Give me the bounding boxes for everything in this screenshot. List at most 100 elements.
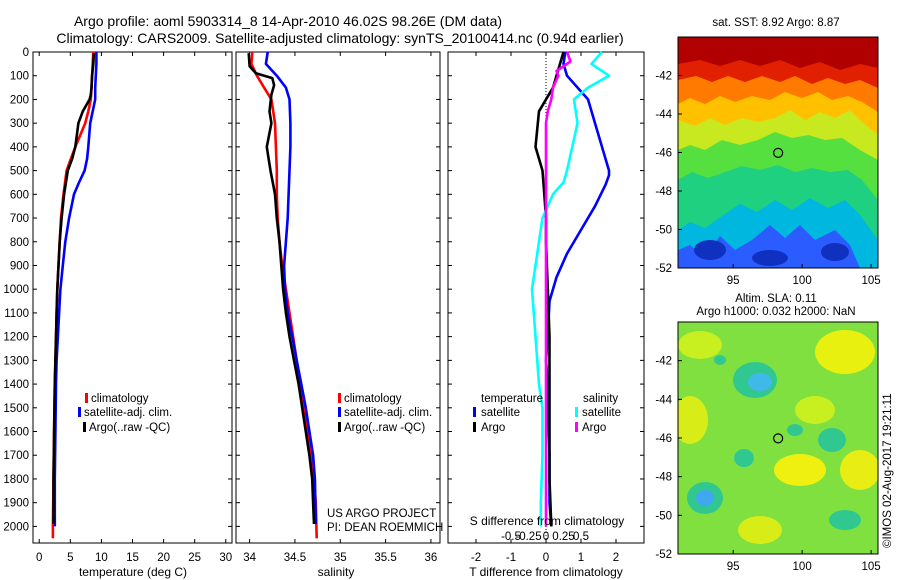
y-tick-label: -44 (655, 109, 672, 121)
series-line-blue (544, 51, 611, 527)
x2-tick-label: 0.25 (552, 531, 574, 543)
t-difference-xlabel: T difference from climatology (469, 565, 623, 579)
x-tick-label: 0 (36, 552, 42, 564)
legend-swatch-climatology (338, 393, 341, 403)
x-tick-label: 36 (425, 552, 438, 564)
y-tick-label: -52 (655, 263, 672, 275)
legend-t-argo: Argo (481, 422, 505, 434)
temperature-plot: 0100200300400500600700800900100011001200… (3, 47, 232, 564)
credits-line2: PI: DEAN ROEMMICH (327, 522, 443, 534)
temperature-xlabel: temperature (deg C) (79, 565, 187, 579)
x-tick-label: 35.5 (374, 552, 396, 564)
y-tick-label: 0 (23, 47, 29, 59)
legend-s-argo: Argo (582, 422, 606, 434)
series-line-cyan (530, 51, 611, 527)
sla-map-title: Altim. SLA: 0.11 (735, 293, 817, 305)
series-line-black (52, 53, 96, 524)
x-tick-label: 2 (613, 552, 619, 564)
sst-map-axes: 95 100 105 -52 -50 -48 -46 -44 -42 (655, 71, 880, 288)
legend-climatology: climatology (344, 393, 402, 405)
imos-timestamp: ©IMOS 02-Aug-2017 19:21:11 (882, 393, 894, 548)
x-tick-label: 34 (243, 552, 256, 564)
legend-satellite-adj: satellite-adj. clim. (344, 407, 432, 419)
sst-map (678, 37, 878, 268)
figure-title-line2: Climatology: CARS2009. Satellite-adjuste… (56, 30, 623, 46)
y-tick-label: 1600 (3, 427, 29, 439)
temperature-legend: climatology satellite-adj. clim. Argo(..… (78, 393, 172, 434)
x-tick-label: 10 (95, 552, 108, 564)
x-tick-label: 100 (793, 561, 812, 573)
legend-argo: Argo(..raw -QC) (344, 422, 425, 434)
legend-swatch-s-argo (575, 422, 578, 432)
legend-swatch-t-argo (473, 422, 476, 432)
figure-title-line1: Argo profile: aoml 5903314_8 14-Apr-2010… (74, 13, 502, 29)
legend-title-temperature: temperature (481, 393, 543, 405)
y-tick-label: -46 (655, 433, 672, 445)
x-tick-label: -1 (506, 552, 516, 564)
sla-map (678, 322, 878, 554)
x2-tick-label: -0.25 (515, 531, 541, 543)
sla-map-subtitle: Argo h1000: 0.032 h2000: NaN (696, 306, 855, 318)
x-tick-label: 100 (793, 275, 812, 287)
legend-swatch-s-satellite (575, 407, 578, 417)
y-tick-label: 1000 (3, 284, 29, 296)
y-tick-label: 500 (10, 166, 29, 178)
argo-position-marker (773, 147, 784, 158)
x-tick-label: 5 (67, 552, 73, 564)
y-tick-label: 1500 (3, 403, 29, 415)
y-tick-label: 400 (10, 142, 29, 154)
x-tick-label: 35 (334, 552, 347, 564)
temperature-panel-frame (32, 51, 233, 544)
sst-map-title: sat. SST: 8.92 Argo: 8.87 (712, 17, 839, 29)
x-tick-label: 105 (862, 561, 881, 573)
legend-satellite-adj: satellite-adj. clim. (84, 407, 172, 419)
difference-legend: temperature salinity satellite Argo sate… (473, 393, 621, 434)
credits-line1: US ARGO PROJECT (327, 508, 436, 520)
x-tick-label: 95 (727, 561, 740, 573)
difference-plot: -2 -1 0 1 2 -0.5-0.25 0 0.250.5 (448, 51, 644, 564)
legend-t-satellite: satellite (481, 407, 520, 419)
y-tick-label: 700 (10, 213, 29, 225)
legend-s-satellite: satellite (582, 407, 621, 419)
x-tick-label: 0 (543, 552, 549, 564)
y-tick-label: 100 (10, 71, 29, 83)
legend-swatch-climatology (85, 393, 88, 403)
x-tick-label: 15 (126, 552, 139, 564)
x-tick-label: 95 (727, 275, 740, 287)
y-tick-label: -46 (655, 148, 672, 160)
y-tick-label: 300 (10, 118, 29, 130)
s-difference-xlabel: S difference from climatology (470, 514, 625, 528)
legend-swatch-argo (83, 422, 86, 432)
x-tick-label: 1 (578, 552, 584, 564)
y-tick-label: 1900 (3, 498, 29, 510)
y-tick-label: 1400 (3, 379, 29, 391)
y-tick-label: -42 (655, 356, 672, 368)
y-tick-label: 1800 (3, 474, 29, 486)
y-tick-label: 900 (10, 260, 29, 272)
x-tick-label: 105 (862, 275, 881, 287)
x-tick-label: 25 (188, 552, 201, 564)
y-tick-label: 200 (10, 94, 29, 106)
y-tick-label: 1100 (4, 308, 29, 320)
y-tick-label: 600 (10, 189, 29, 201)
y-tick-label: 1200 (3, 332, 29, 344)
x-tick-label: 20 (157, 552, 170, 564)
series-line-blue (264, 51, 318, 525)
legend-swatch-argo (338, 422, 341, 432)
series-line-magenta (544, 51, 572, 527)
y-tick-label: -52 (655, 549, 672, 561)
sla-map-axes: 95 100 105 -52 -50 -48 -46 -44 -42 (655, 356, 880, 573)
argo-position-marker (773, 433, 784, 444)
y-tick-label: -48 (655, 186, 672, 198)
legend-argo: Argo(..raw -QC) (89, 422, 170, 434)
salinity-plot: 34 34.5 35 35.5 36 (236, 51, 440, 564)
series-line-blue (53, 52, 98, 527)
series-line-black (534, 51, 565, 527)
legend-climatology: climatology (91, 393, 149, 405)
legend-swatch-satellite (78, 407, 81, 417)
y-tick-label: 2000 (3, 521, 29, 533)
salinity-legend: climatology satellite-adj. clim. Argo(..… (338, 393, 432, 434)
y-tick-label: -50 (655, 225, 672, 237)
